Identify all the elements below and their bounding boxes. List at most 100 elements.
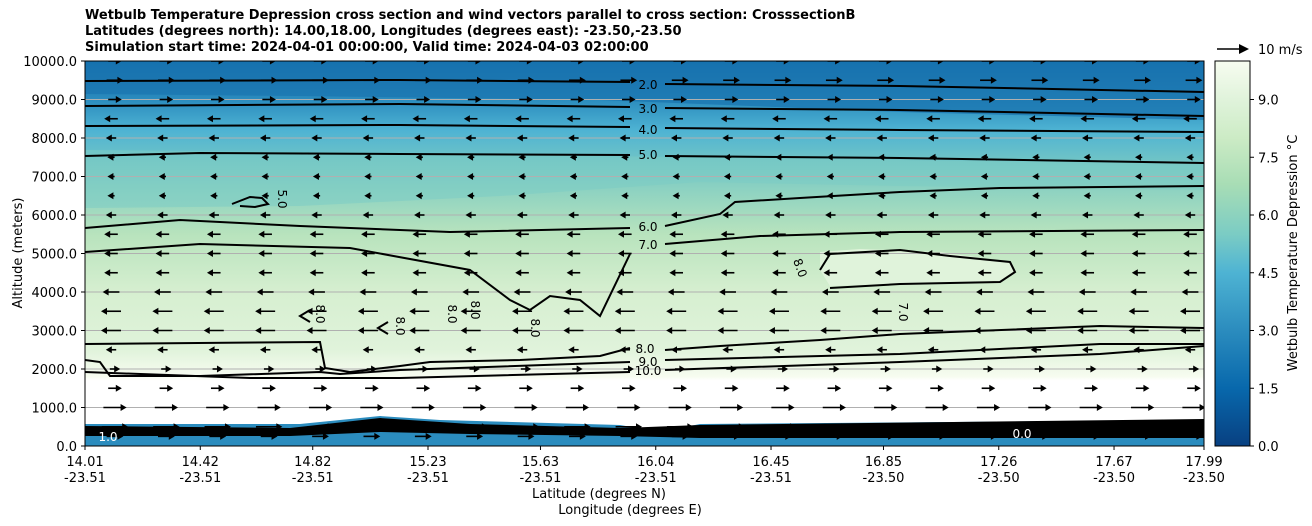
wind-arrow [208, 346, 219, 354]
wind-arrow [1029, 250, 1043, 257]
wind-arrow [1080, 269, 1095, 277]
wind-arrow [821, 423, 848, 431]
wind-arrow [101, 307, 121, 315]
chart-title-line-1: Wetbulb Temperature Depression cross sec… [85, 8, 856, 23]
wind-arrow [308, 288, 325, 296]
wind-arrow [1029, 230, 1043, 238]
wind-arrow [152, 307, 173, 315]
contour-10 [85, 345, 1204, 379]
contour-4 [85, 123, 1204, 133]
chart-title-line-3: Simulation start time: 2024-04-01 00:00:… [85, 40, 649, 55]
wind-arrow [515, 230, 529, 238]
wind-arrow [512, 327, 533, 334]
wind-arrow [1133, 134, 1144, 142]
wind-arrow [255, 327, 276, 334]
wind-arrow [1135, 384, 1150, 392]
wind-arrow [416, 96, 431, 103]
wind-arrow [410, 423, 437, 431]
wind-key-label: 10 m/s [1258, 43, 1303, 58]
contour-3 [85, 102, 1204, 117]
wind-arrow [1134, 76, 1152, 84]
wind-arrow [673, 384, 687, 392]
wind-arrow [1025, 307, 1046, 315]
wind-arrow [771, 404, 795, 411]
wind-arrow [719, 288, 736, 296]
contour-label: 8.0 [445, 304, 459, 323]
wind-arrow [1082, 432, 1100, 440]
wind-arrow [1082, 76, 1100, 84]
wind-arrow [974, 307, 995, 315]
colorbar-tick-label: 4.5 [1258, 267, 1279, 282]
wind-arrow [620, 76, 638, 84]
wind-arrow [262, 61, 276, 65]
wind-arrow [1185, 76, 1203, 84]
wind-arrow [466, 432, 484, 440]
wind-arrow [770, 288, 788, 296]
wind-arrow [361, 269, 375, 277]
wind-arrow [720, 230, 735, 238]
wind-arrow [672, 173, 680, 180]
contour-label: 0.0 [1012, 427, 1031, 441]
wind-arrow [416, 61, 431, 65]
wind-arrow [876, 211, 887, 219]
wind-arrow [566, 269, 581, 277]
wind-arrow [1033, 96, 1047, 103]
wind-arrow [102, 288, 120, 296]
wind-arrow [1131, 269, 1146, 277]
wind-arrow [722, 134, 733, 142]
wind-arrow [257, 404, 281, 411]
wind-arrow [673, 96, 687, 103]
wind-arrow [1086, 365, 1097, 373]
wind-arrow [157, 346, 168, 354]
wind-arrow [255, 307, 276, 315]
wind-arrow [874, 404, 898, 411]
wind-arrow [518, 173, 526, 180]
wind-arrow [566, 230, 581, 238]
wind-arrow [930, 61, 944, 65]
x-axis-label-lon: Longitude (degrees E) [558, 503, 702, 518]
wind-arrow [1027, 288, 1045, 296]
wind-arrow [409, 307, 430, 315]
wind-arrow [1028, 404, 1052, 411]
wind-arrow [106, 432, 124, 440]
wind-arrow [256, 288, 274, 296]
wind-arrow [306, 327, 327, 334]
wind-arrow [723, 173, 732, 180]
wind-arrow [206, 250, 221, 257]
x-axis-ticks: 14.01-23.5114.42-23.5114.82-23.5115.23-2… [64, 446, 1225, 486]
wind-arrow [515, 269, 529, 277]
contour-label: 6.0 [638, 220, 657, 234]
wind-arrow [104, 115, 118, 123]
wind-arrow [155, 250, 170, 257]
wind-arrow [829, 365, 840, 373]
wind-arrow [158, 153, 166, 161]
wind-arrow [1135, 96, 1150, 103]
wind-arrow [772, 269, 786, 277]
wind-arrow [1131, 404, 1155, 411]
wind-arrow [769, 423, 797, 431]
colorbar-tick-label: 7.5 [1258, 151, 1279, 166]
wind-arrow [1186, 153, 1194, 161]
wind-arrow [412, 250, 427, 257]
wind-arrow [1026, 423, 1054, 431]
y-tick-label: 8000.0 [32, 132, 78, 147]
wind-arrow [1186, 192, 1194, 200]
x-tick-label-lon: -23.51 [407, 471, 449, 486]
wind-arrow [312, 432, 329, 440]
wind-arrow [206, 115, 221, 123]
wind-arrow [669, 230, 683, 238]
wind-arrow [157, 134, 168, 142]
wind-arrow [313, 61, 328, 65]
wind-arrow [155, 230, 170, 238]
x-tick-label-lat: 17.67 [1095, 455, 1132, 470]
wind-arrow [1181, 288, 1199, 296]
wind-arrow [1135, 153, 1143, 161]
wind-arrow [258, 269, 272, 277]
wind-arrow [1187, 61, 1201, 65]
x-tick-label-lon: -23.50 [1183, 471, 1225, 486]
wind-arrow [415, 153, 423, 161]
wind-arrow [364, 173, 372, 180]
wind-arrow [983, 365, 994, 373]
wind-arrow [462, 288, 480, 296]
